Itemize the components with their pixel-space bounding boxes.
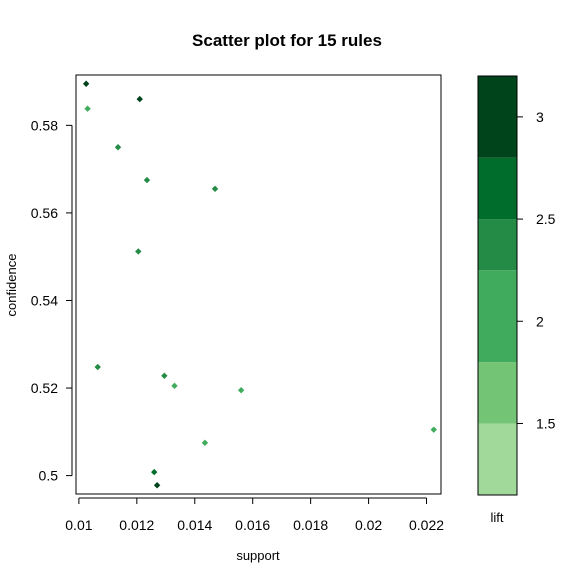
colorbar-bin — [478, 270, 517, 363]
y-axis: 0.5 0.52 0.54 0.56 0.58 — [31, 117, 73, 484]
data-point — [82, 80, 90, 87]
data-point — [84, 105, 91, 112]
x-tick-label: 0.022 — [409, 517, 444, 533]
plot-area — [75, 74, 442, 495]
data-point — [171, 382, 178, 390]
colorbar-bin — [478, 423, 517, 495]
x-tick-label: 0.014 — [177, 517, 212, 533]
x-tick-label: 0.016 — [235, 517, 270, 533]
y-tick-label: 0.58 — [31, 117, 58, 133]
colorbar-tick-label: 2 — [536, 313, 544, 329]
data-point — [94, 363, 101, 371]
colorbar-bin — [478, 362, 517, 424]
y-tick-label: 0.5 — [39, 468, 59, 484]
colorbar-frame — [477, 75, 518, 496]
data-point — [136, 95, 143, 103]
chart-title: Scatter plot for 15 rules — [192, 31, 382, 50]
data-point — [201, 439, 209, 446]
colorbar-bin — [478, 157, 517, 220]
data-point — [114, 144, 122, 151]
colorbar-tick-label: 3 — [536, 109, 544, 125]
data-point — [135, 248, 142, 255]
x-tick-label: 0.02 — [355, 517, 382, 533]
x-axis-label: support — [236, 548, 280, 563]
colorbar-tick-label: 2.5 — [536, 211, 556, 227]
data-point — [237, 387, 245, 394]
data-point — [161, 372, 168, 379]
x-tick-label: 0.01 — [65, 517, 92, 533]
colorbar-bin — [478, 219, 517, 271]
y-axis-label: confidence — [4, 254, 19, 317]
y-tick-label: 0.52 — [31, 380, 58, 396]
x-tick-label: 0.012 — [119, 517, 154, 533]
x-tick-label: 0.018 — [293, 517, 328, 533]
colorbar: 1.5 2 2.5 3 — [477, 75, 556, 496]
data-point — [211, 185, 219, 193]
y-tick-label: 0.54 — [31, 292, 58, 308]
colorbar-label: lift — [491, 510, 504, 525]
y-tick-label: 0.56 — [31, 205, 58, 221]
colorbar-bin — [478, 76, 517, 158]
x-axis: 0.01 0.012 0.014 0.016 0.018 0.02 0.022 — [65, 497, 444, 533]
data-points — [82, 80, 437, 489]
data-point — [430, 426, 437, 433]
colorbar-tick-label: 1.5 — [536, 415, 556, 431]
data-point — [153, 482, 161, 489]
data-point — [143, 176, 151, 184]
data-point — [151, 468, 158, 476]
